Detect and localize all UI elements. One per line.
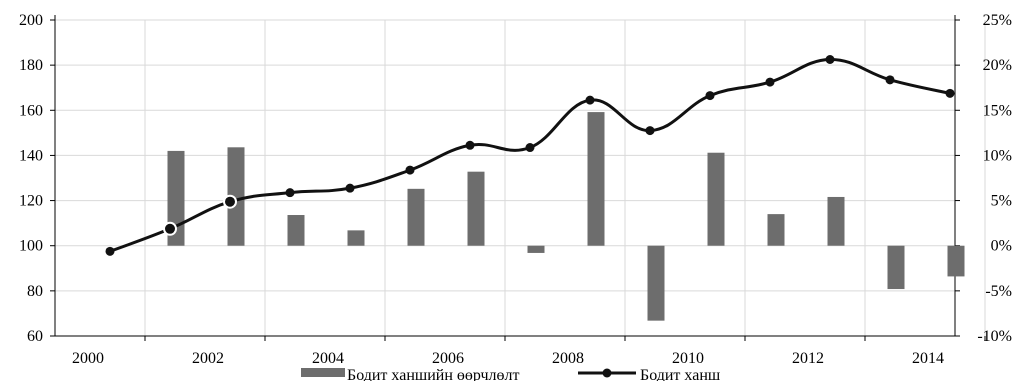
- line-series: [105, 55, 955, 256]
- bar: [647, 245, 665, 321]
- x-tick-label: 2014: [912, 350, 944, 367]
- right-tick-label: -5%: [985, 283, 1012, 300]
- bar-series: [167, 112, 965, 321]
- x-tick-label: 2010: [672, 350, 704, 367]
- line-point-highlighted: [163, 221, 177, 236]
- bar: [947, 245, 965, 277]
- right-tick-label: 0%: [991, 238, 1012, 255]
- line-point: [345, 183, 355, 193]
- line-point: [465, 140, 475, 150]
- bar: [227, 147, 245, 246]
- x-tick-label: 2006: [432, 350, 464, 367]
- right-tick-label: 20%: [983, 57, 1012, 74]
- line-point: [525, 143, 535, 153]
- left-tick-label: 80: [27, 283, 43, 300]
- legend-bar-label: Бодит ханшийн өөрчлөлт: [347, 367, 520, 381]
- line-point: [285, 188, 295, 198]
- right-tick-label: 5%: [991, 193, 1012, 210]
- bar: [587, 112, 605, 246]
- grid: [55, 19, 986, 336]
- left-tick-label: 60: [27, 328, 43, 345]
- legend-bar-swatch: [301, 368, 345, 377]
- left-tick-label: 160: [19, 102, 43, 119]
- left-tick-label: 180: [19, 57, 43, 74]
- bar: [467, 171, 485, 246]
- bar: [707, 152, 725, 246]
- line-point: [885, 75, 895, 85]
- legend-line-label: Бодит ханш: [640, 367, 721, 381]
- x-tick-label: 2004: [312, 350, 344, 367]
- line-point-highlighted: [223, 194, 237, 209]
- legend: Бодит ханшийн өөрчлөлт Бодит ханш: [301, 367, 721, 381]
- x-tick-label: 2002: [192, 350, 224, 367]
- right-tick-label: 25%: [983, 12, 1012, 29]
- left-tick-label: 120: [19, 193, 43, 210]
- line-point: [585, 95, 595, 105]
- line-point: [645, 126, 655, 136]
- x-tick-label: 2000: [72, 350, 104, 367]
- left-tick-label: 140: [19, 147, 43, 164]
- bar: [827, 196, 845, 246]
- right-tick-label: -10%: [977, 328, 1012, 345]
- right-tick-label: 10%: [983, 147, 1012, 164]
- line-point: [945, 88, 955, 98]
- line-point: [825, 55, 835, 64]
- line-point: [405, 165, 415, 175]
- bar: [887, 245, 905, 290]
- bar: [287, 215, 305, 246]
- line-point: [765, 77, 775, 87]
- axes: 60 -10% 80 -5% 100 0% 120 5% 140 10% 160 15% 180 20% 2…: [19, 12, 1012, 367]
- left-tick-label: 100: [19, 238, 43, 255]
- x-tick-label: 2008: [552, 350, 584, 367]
- bar: [767, 214, 785, 246]
- line-point: [705, 91, 715, 101]
- left-tick-label: 200: [19, 12, 43, 29]
- bar: [347, 230, 365, 246]
- right-tick-label: 15%: [983, 102, 1012, 119]
- bar: [407, 188, 425, 246]
- bar: [527, 245, 545, 253]
- x-tick-label: 2012: [792, 350, 824, 367]
- line-point: [105, 246, 115, 256]
- legend-line-marker: [602, 368, 612, 378]
